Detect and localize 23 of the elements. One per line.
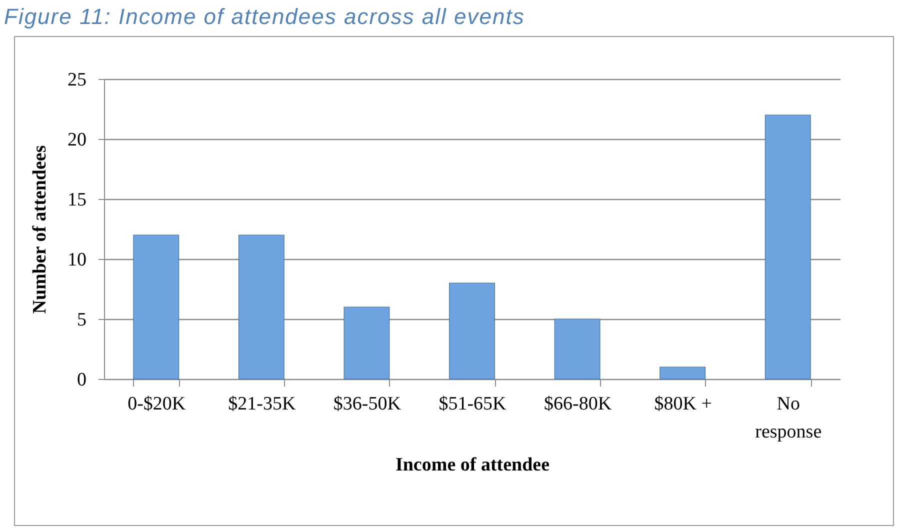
bar — [660, 366, 706, 380]
x-tick-label: No response — [755, 394, 822, 442]
y-tick-label: 25 — [68, 70, 86, 90]
chart-title: Figure 11: Income of attendees across all events — [3, 3, 526, 30]
bar — [133, 234, 180, 380]
x-tick-label: $36-50K — [333, 394, 402, 414]
bar — [764, 114, 811, 380]
y-tick-label: 20 — [68, 130, 86, 150]
x-tick-label: $66-80K — [544, 394, 612, 414]
bar — [554, 318, 600, 380]
x-axis-title: Income of attendee — [395, 454, 550, 476]
x-tick-label: $51-65K — [438, 394, 507, 414]
bar — [449, 282, 495, 380]
bar — [238, 234, 284, 380]
y-tick-label: 5 — [77, 310, 86, 330]
x-tick-label: $21-35K — [228, 394, 296, 414]
y-tick-label: 10 — [68, 250, 86, 270]
y-tick-label: 15 — [68, 190, 86, 210]
x-tick-label: 0-$20K — [128, 394, 186, 414]
x-tick-label: $80K + — [654, 394, 712, 414]
bar — [344, 306, 390, 380]
y-axis-title: Number of attendees — [30, 145, 50, 314]
y-tick-label: 0 — [77, 370, 86, 390]
